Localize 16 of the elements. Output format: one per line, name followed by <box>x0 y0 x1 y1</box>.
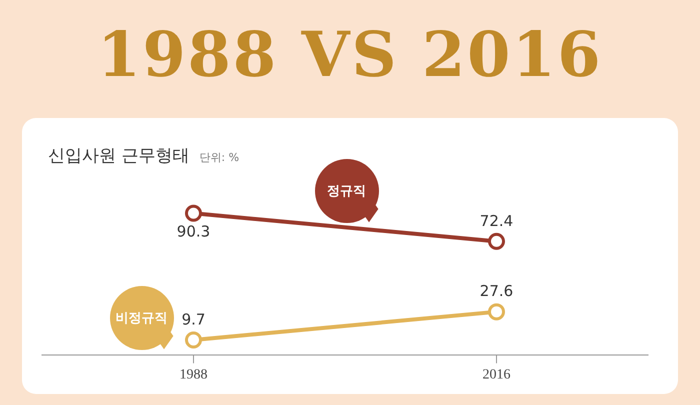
point <box>488 232 505 250</box>
data-label: 9.7 <box>182 310 206 328</box>
chart-title: 1988 VS 2016 <box>96 18 604 91</box>
text: 단위: % <box>199 151 240 164</box>
series-label: 비정규직 <box>116 310 168 327</box>
point <box>185 204 202 222</box>
point <box>185 331 202 348</box>
chart-subtitle: 신입사원 근무형태 <box>48 146 190 166</box>
point <box>488 303 505 320</box>
x-tick-label: 2016 <box>482 367 510 382</box>
data-label: 27.6 <box>480 282 514 300</box>
x-tick-label: 1988 <box>180 367 208 382</box>
data-label: 90.3 <box>176 222 210 241</box>
data-label: 72.4 <box>480 212 514 230</box>
speech-bubble: 비정규직 <box>110 286 174 350</box>
speech-bubble: 정규직 <box>314 159 378 224</box>
